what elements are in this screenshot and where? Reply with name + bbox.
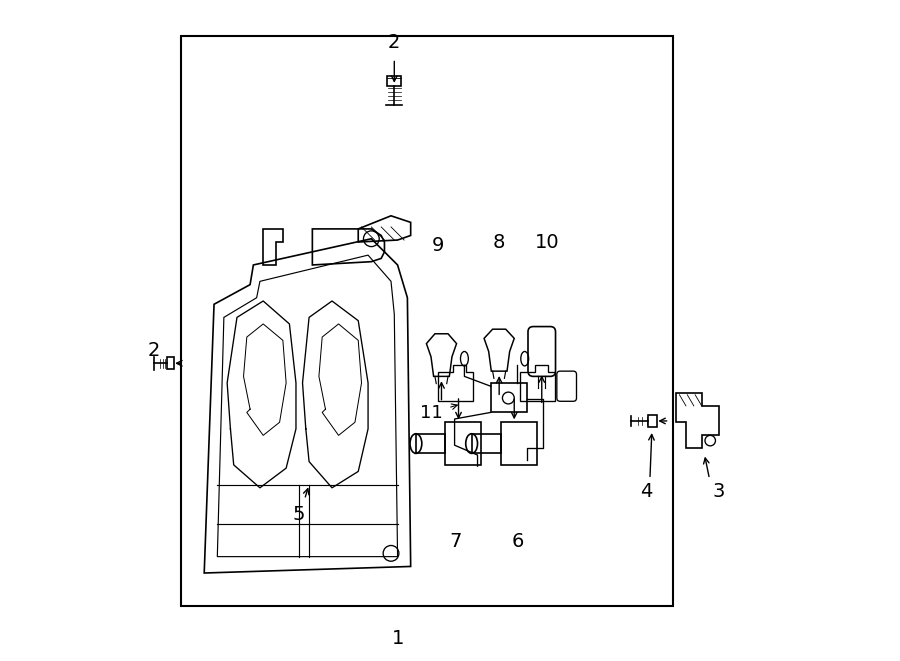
Text: 10: 10	[535, 233, 559, 252]
Text: 4: 4	[641, 482, 652, 500]
Bar	[648, 415, 657, 427]
Bar	[387, 75, 401, 86]
Bar	[491, 383, 526, 412]
Bar	[181, 36, 673, 605]
Text: 1: 1	[392, 629, 404, 648]
Bar	[501, 422, 537, 465]
Text: 2: 2	[148, 340, 160, 360]
Text: 5: 5	[293, 504, 305, 524]
Bar	[446, 422, 482, 465]
Text: 8: 8	[493, 233, 505, 252]
Text: 3: 3	[713, 482, 725, 500]
Text: 7: 7	[449, 532, 462, 551]
Bar	[167, 358, 175, 369]
Text: 11: 11	[420, 404, 443, 422]
Text: 2: 2	[388, 32, 400, 52]
Text: 9: 9	[432, 236, 445, 254]
Text: 6: 6	[511, 532, 524, 551]
